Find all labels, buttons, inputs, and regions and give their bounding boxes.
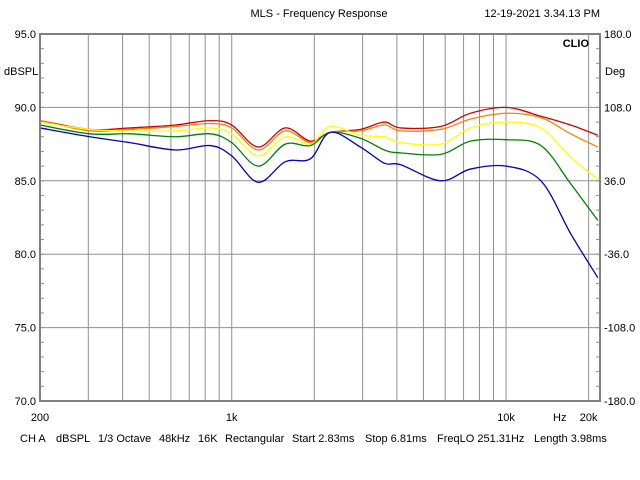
y-tick-label: 80.0 xyxy=(15,249,36,261)
chart-title: MLS - Frequency Response xyxy=(251,8,388,20)
y2-tick-label: -36.0 xyxy=(604,249,629,261)
footer-length: Length 3.98ms xyxy=(534,433,607,445)
y2-tick-label: -180.0 xyxy=(604,396,635,408)
y2-tick-label: 108.0 xyxy=(604,102,632,114)
series-blue-line xyxy=(39,127,599,279)
y-tick-label: 95.0 xyxy=(15,29,36,41)
y2-tick-label: 180.0 xyxy=(604,29,632,41)
footer-start: Start 2.83ms xyxy=(292,433,355,445)
footer-size: 16K xyxy=(198,433,218,445)
y2-axis-label: Deg xyxy=(605,66,625,78)
footer-info: CH A dBSPL 1/3 Octave 48kHz 16K Rectangu… xyxy=(20,433,607,445)
clio-logo: CLIO xyxy=(563,38,590,50)
footer-stop: Stop 6.81ms xyxy=(365,433,427,445)
series-yellow-line xyxy=(39,121,599,180)
footer-freqlo: FreqLO 251.31Hz xyxy=(437,433,524,445)
x-unit-label: Hz xyxy=(553,412,566,424)
footer-window: Rectangular xyxy=(225,433,285,445)
timestamp: 12-19-2021 3.34.13 PM xyxy=(484,8,600,20)
y2-tick-label: 36.0 xyxy=(604,176,625,188)
plot-frame xyxy=(39,33,601,402)
y2-tick-label: -108.0 xyxy=(604,323,635,335)
y-tick-label: 85.0 xyxy=(15,176,36,188)
x-tick-label: 10k xyxy=(497,412,515,424)
footer-unit: dBSPL xyxy=(56,433,90,445)
x-tick-label: 1k xyxy=(226,412,238,424)
x-tick-label: 200 xyxy=(31,412,49,424)
footer-channel: CH A xyxy=(20,433,46,445)
series-orange-line xyxy=(39,112,599,151)
x-tick-label: 20k xyxy=(580,412,598,424)
y-tick-label: 75.0 xyxy=(15,323,36,335)
y-tick-label: 90.0 xyxy=(15,102,36,114)
footer-rate: 48kHz xyxy=(159,433,190,445)
y-axis-label: dBSPL xyxy=(4,66,38,78)
footer-smoothing: 1/3 Octave xyxy=(98,433,151,445)
series-green-line xyxy=(39,124,599,221)
y-tick-label: 70.0 xyxy=(15,396,36,408)
